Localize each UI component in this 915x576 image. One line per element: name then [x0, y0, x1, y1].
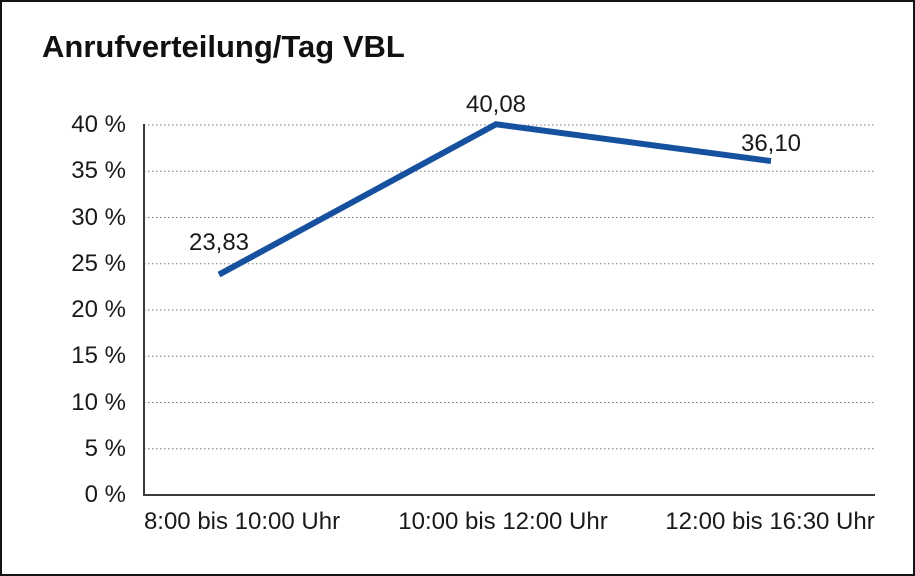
- y-tick-label-30: 30 %: [71, 203, 126, 231]
- x-tick-label-0: 8:00 bis 10:00 Uhr: [143, 508, 341, 535]
- y-tick-label-20: 20 %: [71, 296, 126, 323]
- x-tick-label-2: 12:00 bis 16:30 Uhr: [665, 508, 875, 535]
- y-tick-label-0: 0 %: [84, 481, 126, 508]
- y-tick-label-40: 40 %: [71, 111, 126, 138]
- y-tick-label-15: 15 %: [71, 342, 126, 370]
- x-tick-label-1: 10:00 bis 12:00 Uhr: [398, 508, 608, 535]
- y-tick-label-25: 25 %: [71, 249, 126, 277]
- y-tick-label-35: 35 %: [71, 157, 126, 185]
- data-label-2: 36,10: [740, 130, 802, 158]
- data-label-1: 40,08: [465, 91, 527, 119]
- data-label-0: 23,83: [188, 228, 250, 256]
- chart-title: Anrufverteilung/Tag VBL: [42, 29, 405, 64]
- data-series-line: [217, 121, 772, 278]
- y-tick-label-10: 10 %: [71, 388, 126, 416]
- y-tick-label-5: 5 %: [84, 434, 126, 462]
